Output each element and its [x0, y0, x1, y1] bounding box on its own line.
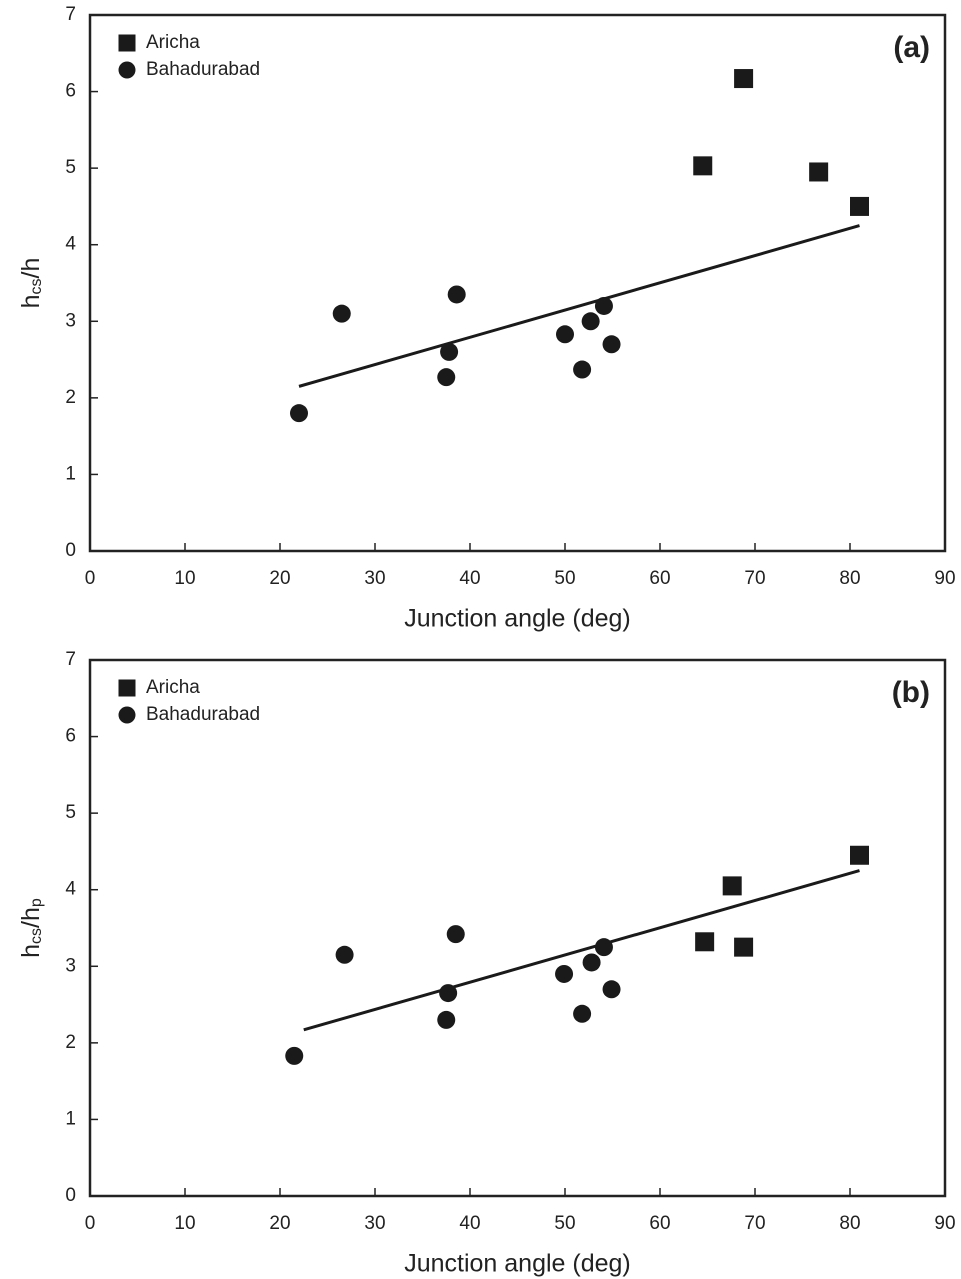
y-tick-label: 0 — [65, 1185, 76, 1206]
data-point — [734, 69, 754, 89]
data-point — [332, 304, 351, 323]
x-axis-label: Junction angle (deg) — [404, 605, 631, 633]
y-axis-label-part: cs — [28, 928, 45, 944]
data-point — [573, 1004, 592, 1023]
data-point — [602, 335, 621, 354]
data-point — [439, 984, 458, 1003]
x-tick-label: 70 — [744, 568, 765, 589]
data-point — [594, 938, 613, 957]
x-tick-label: 70 — [744, 1213, 765, 1234]
y-tick-label: 4 — [65, 234, 76, 255]
y-axis-label-part: cs — [28, 278, 45, 294]
data-point — [850, 845, 869, 865]
x-tick-label: 10 — [174, 568, 195, 589]
data-point — [440, 342, 459, 361]
x-tick-label: 30 — [364, 1213, 385, 1234]
y-axis-label: hcs/hp — [17, 898, 45, 958]
legend-label: Bahadurabad — [146, 59, 260, 80]
x-tick-label: 40 — [459, 568, 480, 589]
y-tick-label: 6 — [65, 726, 76, 747]
legend-label: Bahadurabad — [146, 704, 260, 725]
data-point — [573, 360, 592, 379]
data-point — [437, 368, 456, 387]
x-tick-label: 0 — [85, 1213, 96, 1234]
y-tick-label: 3 — [65, 955, 76, 976]
data-point — [594, 296, 613, 315]
legend-marker — [118, 679, 136, 697]
y-tick-label: 5 — [65, 802, 76, 823]
plot-frame — [88, 658, 947, 1198]
y-tick-label: 3 — [65, 310, 76, 331]
y-axis-label: hcs/h — [17, 258, 45, 309]
y-axis-label-part: h — [17, 944, 45, 958]
x-tick-label: 90 — [934, 1213, 955, 1234]
data-point — [555, 964, 574, 983]
y-axis-label-part: h — [17, 294, 45, 308]
x-tick-label: 90 — [934, 568, 955, 589]
y-tick-label: 6 — [65, 81, 76, 102]
y-tick-label: 4 — [65, 879, 76, 900]
y-axis-label-part: /h — [17, 258, 45, 279]
y-tick-label: 0 — [65, 540, 76, 561]
x-axis-label: Junction angle (deg) — [404, 1250, 631, 1278]
y-axis-label-part: p — [28, 898, 45, 907]
x-tick-label: 10 — [174, 1213, 195, 1234]
data-point — [285, 1046, 304, 1065]
y-tick-label: 7 — [65, 4, 76, 25]
y-tick-label: 2 — [65, 387, 76, 408]
data-point — [850, 196, 869, 216]
chart-panel: 0 10 20 30 40 50 60 70 80 90 0 1 2 3 4 5 6 7 Junction angl… — [17, 649, 956, 1278]
legend-label: Aricha — [146, 32, 200, 53]
legend-label: Aricha — [146, 677, 200, 698]
data-point — [693, 156, 713, 176]
y-tick-label: 7 — [65, 649, 76, 670]
data-point — [809, 162, 829, 182]
x-tick-label: 60 — [649, 568, 670, 589]
data-point — [602, 980, 621, 999]
y-axis-label-part: /h — [17, 907, 45, 928]
data-point — [722, 876, 742, 896]
x-tick-label: 40 — [459, 1213, 480, 1234]
x-tick-label: 20 — [269, 1213, 290, 1234]
data-point — [695, 932, 715, 952]
data-point — [734, 937, 754, 957]
y-tick-label: 1 — [65, 1108, 76, 1129]
x-tick-label: 80 — [839, 1213, 860, 1234]
trend-line — [298, 224, 860, 388]
chart-panel: 0 10 20 30 40 50 60 70 80 90 0 1 2 3 4 5 6 7 Junction angl… — [17, 4, 956, 633]
legend-marker — [118, 61, 136, 79]
x-tick-label: 60 — [649, 1213, 670, 1234]
data-point — [581, 312, 600, 331]
x-tick-label: 0 — [85, 568, 96, 589]
data-point — [447, 285, 466, 304]
y-tick-label: 5 — [65, 157, 76, 178]
trend-line — [303, 869, 860, 1032]
panel-label: (a) — [893, 31, 930, 64]
x-tick-label: 50 — [554, 1213, 575, 1234]
data-point — [582, 953, 601, 972]
data-point — [556, 325, 574, 344]
y-tick-label: 2 — [65, 1032, 76, 1053]
x-tick-label: 80 — [839, 568, 860, 589]
x-tick-label: 30 — [364, 568, 385, 589]
data-point — [290, 404, 308, 423]
x-tick-label: 50 — [554, 568, 575, 589]
y-tick-label: 1 — [65, 463, 76, 484]
data-point — [446, 925, 465, 944]
data-point — [437, 1010, 456, 1029]
legend-marker — [118, 34, 136, 52]
panel-label: (b) — [892, 676, 930, 709]
plot-frame — [88, 13, 947, 553]
data-point — [335, 945, 354, 964]
legend-marker — [118, 706, 136, 724]
x-tick-label: 20 — [269, 568, 290, 589]
